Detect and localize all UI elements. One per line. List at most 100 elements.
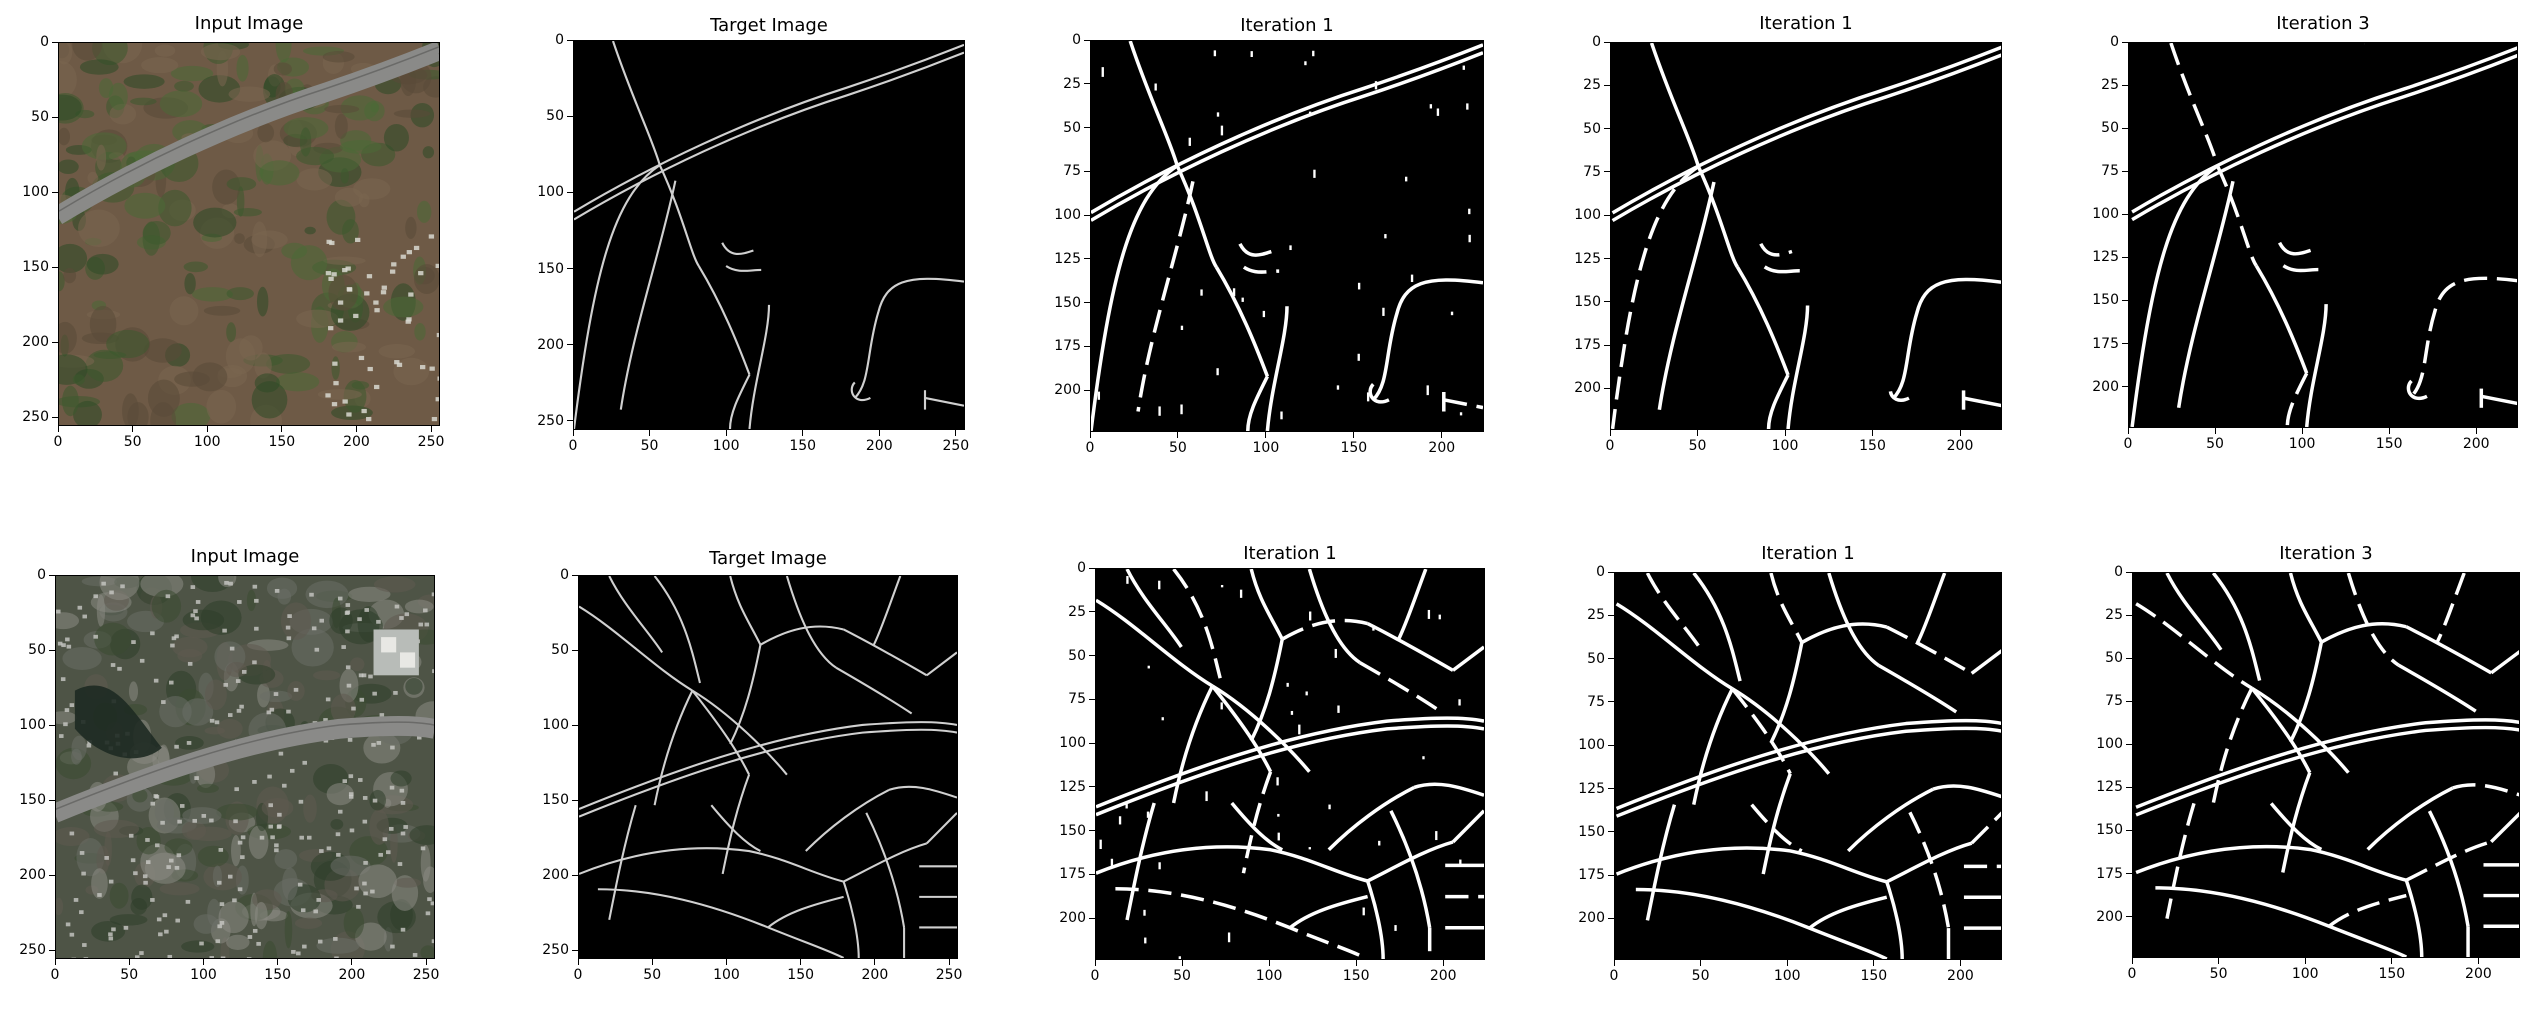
x-tick-label: 100 [190,968,217,982]
x-tick-label: 50 [643,968,661,982]
x-tick-label: 100 [1772,439,1799,453]
y-tick-label: 50 [31,110,49,124]
y-tick-mark [49,950,55,951]
y-tick-label: 125 [1054,252,1081,266]
y-tick-label: 250 [542,943,569,957]
x-tick-label: 150 [268,435,295,449]
y-tick-mark [1084,390,1090,391]
y-tick-mark [1604,215,1610,216]
y-tick-label: 200 [1059,911,1086,925]
y-tick-mark [2126,744,2132,745]
y-tick-label: 0 [2114,565,2123,579]
y-tick-label: 150 [542,793,569,807]
y-tick-label: 25 [1583,78,1601,92]
y-tick-mark [1084,83,1090,84]
x-tick-label: 0 [574,968,583,982]
x-tick-mark [949,959,950,965]
y-tick-label: 50 [546,109,564,123]
x-tick-label: 100 [1253,441,1280,455]
y-tick-label: 125 [2092,250,2119,264]
y-tick-mark [2122,171,2128,172]
x-tick-mark [1610,430,1611,436]
y-tick-mark [572,800,578,801]
y-tick-mark [567,344,573,345]
x-tick-mark [573,430,574,436]
prediction-mask-panel [1095,568,1485,960]
target-mask-panel [573,40,965,430]
panel-title: Iteration 1 [1610,14,2002,34]
aerial-photo [56,576,434,958]
x-tick-label: 100 [194,435,221,449]
y-tick-label: 150 [19,793,46,807]
y-tick-mark [2126,787,2132,788]
x-tick-mark [726,959,727,965]
x-tick-mark [1960,430,1961,436]
y-tick-label: 0 [1596,565,1605,579]
y-tick-label: 175 [1578,868,1605,882]
x-tick-label: 0 [569,439,578,453]
x-tick-label: 100 [713,439,740,453]
y-tick-mark [1089,611,1095,612]
y-tick-mark [2122,42,2128,43]
y-tick-mark [1608,701,1614,702]
y-tick-mark [2122,85,2128,86]
prediction-mask-panel [2128,42,2518,428]
y-tick-label: 200 [542,868,569,882]
x-tick-label: 50 [1169,441,1187,455]
x-tick-mark [2132,958,2133,964]
y-tick-label: 200 [1578,911,1605,925]
x-tick-label: 150 [1860,969,1887,983]
y-tick-label: 0 [555,33,564,47]
x-tick-mark [277,959,278,965]
y-tick-mark [1608,918,1614,919]
y-tick-label: 75 [1587,695,1605,709]
x-tick-mark [1787,960,1788,966]
y-tick-label: 0 [560,568,569,582]
y-tick-label: 0 [1592,35,1601,49]
y-tick-label: 0 [2110,35,2119,49]
x-tick-label: 200 [343,435,370,449]
prediction-mask-panel [2132,572,2520,958]
x-tick-mark [203,959,204,965]
y-tick-mark [1089,655,1095,656]
y-tick-mark [1089,699,1095,700]
y-tick-label: 25 [2101,78,2119,92]
y-tick-label: 75 [1068,692,1086,706]
y-tick-mark [567,40,573,41]
y-tick-mark [1608,831,1614,832]
y-tick-mark [2126,615,2132,616]
y-tick-label: 250 [22,410,49,424]
y-tick-mark [567,116,573,117]
y-tick-mark [2122,257,2128,258]
x-tick-mark [1873,960,1874,966]
x-tick-mark [1353,432,1354,438]
x-tick-label: 0 [1086,441,1095,455]
x-tick-mark [578,959,579,965]
y-tick-label: 200 [2096,910,2123,924]
y-tick-label: 25 [1587,608,1605,622]
y-tick-label: 175 [2092,337,2119,351]
x-tick-label: 150 [2378,967,2405,981]
x-tick-mark [2305,958,2306,964]
x-tick-mark [2302,428,2303,434]
x-tick-label: 0 [2124,437,2133,451]
y-tick-label: 50 [1583,122,1601,136]
x-tick-mark [1090,432,1091,438]
y-tick-mark [49,875,55,876]
y-tick-label: 100 [1574,208,1601,222]
y-tick-mark [572,575,578,576]
x-tick-label: 150 [787,968,814,982]
panel-title: Iteration 1 [1614,544,2002,564]
y-tick-mark [1084,215,1090,216]
x-tick-mark [1872,430,1873,436]
y-tick-mark [572,725,578,726]
panel-title: Iteration 3 [2128,14,2518,34]
x-tick-mark [652,959,653,965]
y-tick-mark [52,192,58,193]
prediction-mask-panel [1614,572,2002,960]
x-tick-mark [351,959,352,965]
y-tick-label: 175 [1059,867,1086,881]
x-tick-label: 0 [54,435,63,449]
x-tick-mark [802,430,803,436]
y-tick-label: 25 [1063,77,1081,91]
